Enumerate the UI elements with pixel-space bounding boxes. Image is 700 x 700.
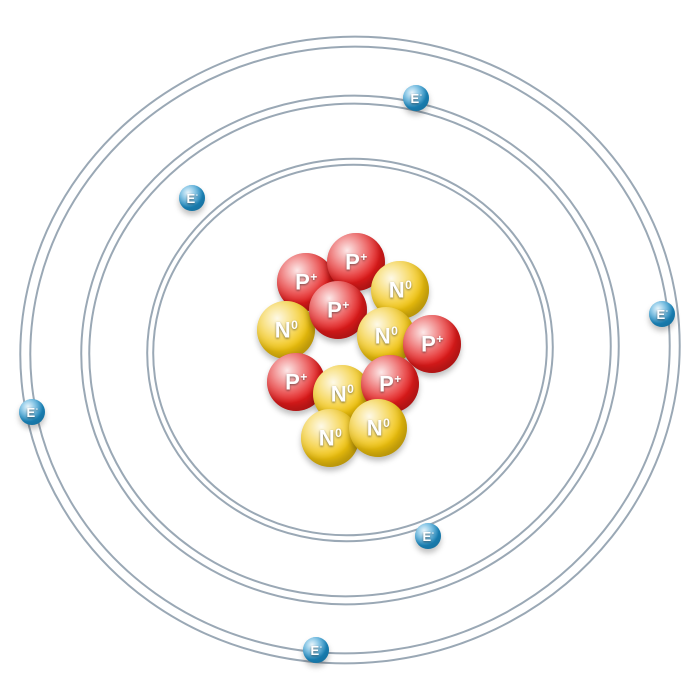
electron-label: E- [410,92,421,105]
electron-label: E- [422,530,433,543]
orbit-ring [0,0,700,700]
atom-diagram: { "canvas": { "width": 700, "height": 70… [0,0,700,700]
neutron-label: N0 [375,325,398,347]
electron-label: E- [186,192,197,205]
electron-label: E- [26,406,37,419]
proton-label: P+ [421,333,443,355]
electron-particle: E- [649,301,675,327]
electron-particle: E- [403,85,429,111]
neutron-label: N0 [275,319,298,341]
orbit-ring [57,70,642,630]
neutron-particle: N0 [257,301,315,359]
neutron-label: N0 [367,417,390,439]
orbit-ring [0,5,700,694]
electron-particle: E- [415,523,441,549]
orbit-ring [48,61,651,639]
neutron-label: N0 [331,383,354,405]
electron-particle: E- [19,399,45,425]
electron-particle: E- [179,185,205,211]
neutron-label: N0 [319,427,342,449]
electron-particle: E- [303,637,329,663]
proton-label: P+ [345,251,367,273]
electron-label: E- [656,308,667,321]
proton-label: P+ [285,371,307,393]
orbit-group [0,0,700,700]
proton-label: P+ [379,373,401,395]
proton-label: P+ [295,271,317,293]
neutron-particle: N0 [349,399,407,457]
electron-label: E- [310,644,321,657]
neutron-label: N0 [389,279,412,301]
proton-label: P+ [327,299,349,321]
